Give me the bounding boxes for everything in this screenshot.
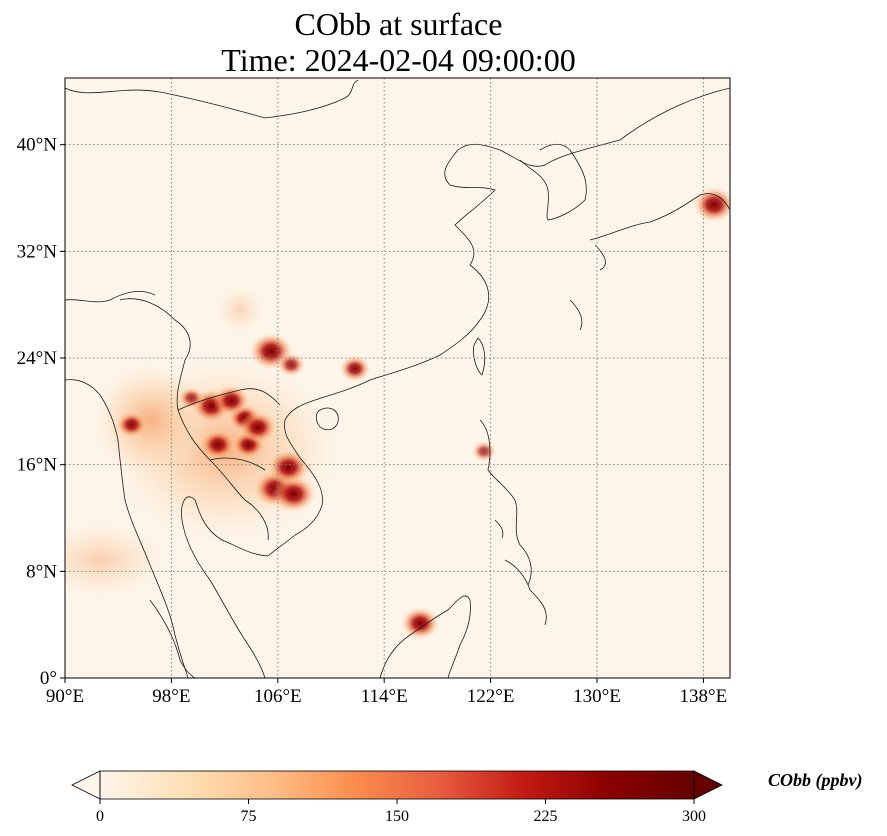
longitude-axis: 90°E 98°E 106°E 114°E 122°E 130°E 138°E (46, 678, 727, 707)
fire-hotspot (471, 440, 497, 462)
fire-hotspot (339, 355, 371, 382)
lon-tick-label: 138°E (680, 686, 728, 707)
lon-tick-label: 90°E (46, 686, 84, 707)
fire-hotspot (178, 387, 205, 409)
fire-hotspot (693, 186, 730, 223)
colorbar-tick-label: 75 (241, 808, 257, 825)
fire-hotspots-layer (115, 186, 730, 640)
lat-tick-label: 16°N (17, 455, 58, 476)
colorbar-tick-label: 225 (534, 808, 558, 825)
map-frame (64, 77, 731, 679)
fire-hotspot (271, 475, 316, 513)
coastlines (65, 79, 730, 678)
map-panel (64, 77, 731, 679)
fire-hotspot (239, 411, 277, 444)
colorbar: 0 75 150 225 300 (71, 770, 723, 825)
colorbar-ticks: 0 75 150 225 300 (96, 799, 706, 825)
fire-hotspot (277, 352, 306, 377)
lat-tick-label: 32°N (17, 241, 58, 262)
lat-tick-label: 0° (40, 668, 57, 689)
fire-hotspot (267, 449, 310, 486)
lon-tick-label: 130°E (573, 686, 621, 707)
lon-tick-label: 122°E (467, 686, 515, 707)
colorbar-tick-label: 0 (96, 808, 104, 825)
map-gridlines (65, 78, 730, 678)
lon-tick-label: 106°E (254, 686, 302, 707)
lat-tick-label: 24°N (17, 348, 58, 369)
colorbar-tick-label: 150 (385, 808, 409, 825)
fire-hotspot (400, 606, 440, 640)
colorbar-min-extend (71, 770, 101, 800)
colorbar-max-extend (693, 770, 723, 800)
fire-hotspot (115, 411, 148, 438)
fire-hotspot (200, 429, 236, 460)
colorbar-tick-label: 300 (682, 808, 706, 825)
lat-tick-label: 8°N (26, 561, 57, 582)
lat-tick-label: 40°N (17, 135, 58, 156)
lon-tick-label: 98°E (152, 686, 190, 707)
colorbar-label: CObb (ppbv) (768, 770, 863, 790)
lon-tick-label: 114°E (361, 686, 408, 707)
colorbar-body (100, 771, 694, 799)
map-title: CObb at surface (294, 6, 503, 42)
fire-hotspot (212, 385, 250, 417)
latitude-axis: 0° 8°N 16°N 24°N 32°N 40°N (17, 135, 65, 689)
map-subtitle-time: Time: 2024-02-04 09:00:00 (221, 42, 576, 78)
